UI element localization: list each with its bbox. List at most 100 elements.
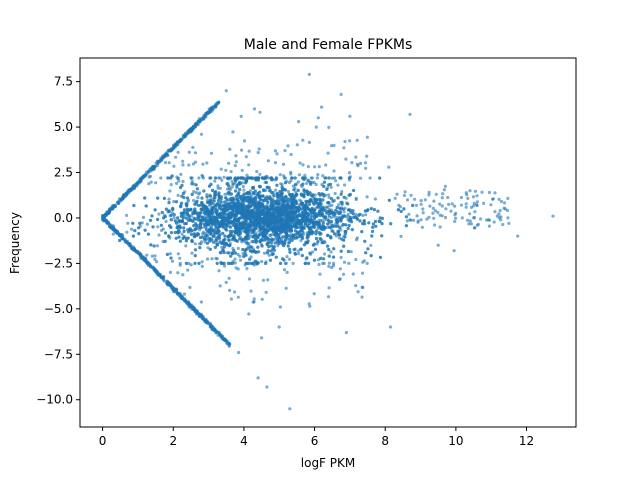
data-point [250,214,254,218]
data-point [203,204,207,208]
data-point [361,213,365,217]
data-point [295,235,299,240]
data-point [237,182,241,186]
data-point [287,240,292,244]
data-point [169,225,173,229]
data-point [258,233,262,237]
data-point [280,185,284,189]
data-point [227,344,231,348]
data-point [137,226,141,230]
data-point [296,249,300,253]
data-point [227,190,231,195]
data-point [216,186,220,190]
data-point [156,225,160,229]
data-point [370,234,374,238]
data-point [161,275,165,279]
data-point [205,257,210,261]
data-point [327,195,331,199]
data-point [180,232,184,236]
data-point [209,182,213,186]
data-point [203,207,207,212]
data-point [273,241,277,245]
data-point [217,191,221,195]
data-point [101,216,105,220]
data-point [323,226,327,230]
data-point [191,127,195,131]
data-point [333,232,337,236]
data-point [229,201,233,205]
data-point [314,220,319,224]
data-point [355,238,359,242]
data-point [167,201,171,205]
data-point [287,257,292,261]
data-point [322,194,326,198]
data-point [231,209,235,213]
data-point [131,186,135,191]
data-point [168,189,172,193]
data-point [242,188,246,192]
data-point [173,219,177,223]
data-point [242,216,246,220]
data-point [376,209,380,213]
data-point [364,213,368,217]
data-point [300,193,304,197]
data-point [326,233,330,237]
data-point [338,226,342,230]
data-point [143,259,147,263]
data-point [371,222,375,226]
data-point [265,205,269,209]
data-point [164,219,168,223]
data-point [219,197,223,201]
data-point [186,236,190,240]
data-point [204,225,208,229]
data-point [315,214,319,218]
data-point [216,184,220,188]
data-point [170,285,174,289]
data-point [225,243,229,247]
data-point [334,218,338,222]
data-point [274,200,278,204]
data-point [228,225,232,229]
data-point [321,198,325,202]
data-point [265,220,269,225]
chart-title: Male and Female FPKMs [244,37,413,53]
data-point [195,121,199,126]
data-point [213,193,217,198]
data-point [284,194,288,199]
data-point [176,216,180,220]
data-point [284,261,288,265]
data-point [258,206,262,210]
data-point [195,233,199,238]
data-point [261,226,265,230]
data-point [290,238,294,242]
data-point [266,185,270,190]
data-point [323,252,327,256]
data-point [334,208,338,212]
data-point [323,176,327,180]
data-point [340,190,344,194]
data-point [239,197,244,201]
data-point [262,188,266,192]
data-point [332,247,336,251]
data-point [186,301,190,305]
data-point [107,211,111,215]
data-point [306,212,310,217]
data-point [302,214,306,219]
data-point [286,199,290,203]
data-point [270,238,274,242]
data-point [230,261,235,265]
data-point [148,264,153,268]
data-point [260,238,265,242]
data-point [304,204,308,208]
data-point [207,229,211,234]
data-point [189,232,194,236]
data-point [220,241,224,245]
data-point [268,233,272,237]
data-point [342,244,346,248]
data-point [172,199,176,204]
data-point [265,251,269,255]
data-point [295,230,299,234]
data-point [163,215,167,219]
data-point [355,216,359,220]
data-point [282,203,286,207]
